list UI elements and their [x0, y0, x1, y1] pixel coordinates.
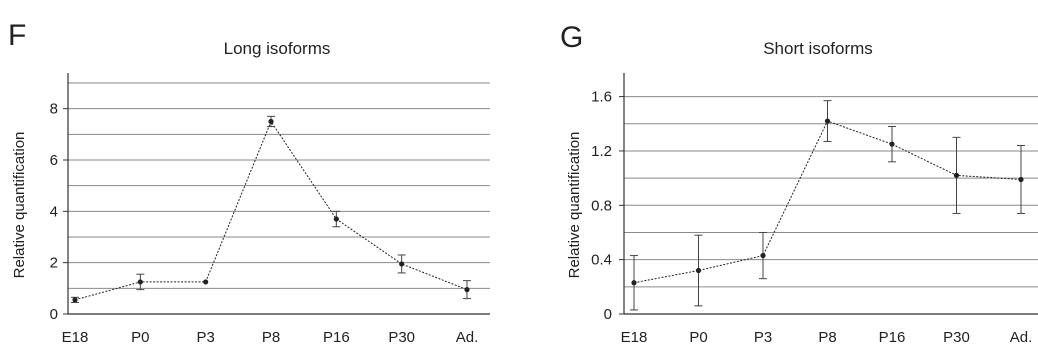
data-point — [760, 252, 766, 259]
y-tick-label: 0 — [50, 306, 58, 323]
y-tick-label: 8 — [50, 101, 58, 118]
series-line — [633, 120, 1022, 284]
data-point — [631, 280, 637, 286]
y-tick-label: 0.4 — [591, 252, 612, 269]
y-tick-label: 2 — [50, 255, 58, 272]
x-tick-label: P3 — [196, 329, 214, 346]
x-tick-label: Ad. — [456, 329, 479, 346]
plot-area-long: 0 2 4 6 8 E18 P0 P3 P8 P16 P30 Ad. — [50, 73, 490, 346]
x-tick-label: P3 — [754, 329, 772, 346]
y-tick-label: 1.6 — [591, 89, 612, 106]
x-tick-label: E18 — [621, 329, 648, 346]
panel-g: G Short isoforms Relative quantification… — [560, 21, 1038, 346]
panel-f: F Long isoforms Relative quantification … — [8, 19, 490, 346]
series-line — [74, 120, 468, 301]
panel-letter-f: F — [8, 19, 26, 52]
x-tick-label: P8 — [818, 329, 836, 346]
data-point — [1018, 176, 1024, 183]
data-point — [889, 141, 895, 147]
x-tick-label: P30 — [388, 329, 415, 346]
x-tick-label: P0 — [689, 329, 707, 346]
x-tick-label: P8 — [262, 329, 280, 346]
data-point — [695, 267, 702, 274]
data-point — [137, 279, 143, 285]
x-tick-label: E18 — [62, 329, 89, 346]
data-point — [953, 172, 960, 178]
x-tick-label: P30 — [943, 329, 970, 346]
plot-area-short: 0 0.4 0.8 1.2 1.6 E18 P0 P3 P8 P16 P30 Ad. — [591, 73, 1038, 346]
x-tick-label: P0 — [131, 329, 149, 346]
y-axis-label-long: Relative quantification — [11, 132, 28, 279]
y-tick-label: 4 — [50, 203, 58, 220]
y-tick-label: 0.8 — [591, 197, 612, 214]
data-point — [824, 118, 831, 124]
data-point — [333, 216, 339, 222]
data-point — [464, 287, 470, 293]
y-axis-label-short: Relative quantification — [566, 132, 583, 279]
chart-title-short: Short isoforms — [763, 39, 873, 58]
data-point — [203, 279, 209, 285]
data-point — [399, 261, 405, 267]
y-tick-label: 0 — [604, 306, 612, 323]
y-tick-label: 1.2 — [591, 143, 612, 160]
panel-letter-g: G — [560, 21, 583, 54]
x-tick-label: P16 — [323, 329, 350, 346]
data-point — [268, 118, 274, 125]
chart-title-long: Long isoforms — [224, 39, 331, 58]
x-tick-label: Ad. — [1010, 329, 1033, 346]
data-point — [72, 297, 78, 303]
x-tick-label: P16 — [879, 329, 906, 346]
y-tick-label: 6 — [50, 152, 58, 169]
